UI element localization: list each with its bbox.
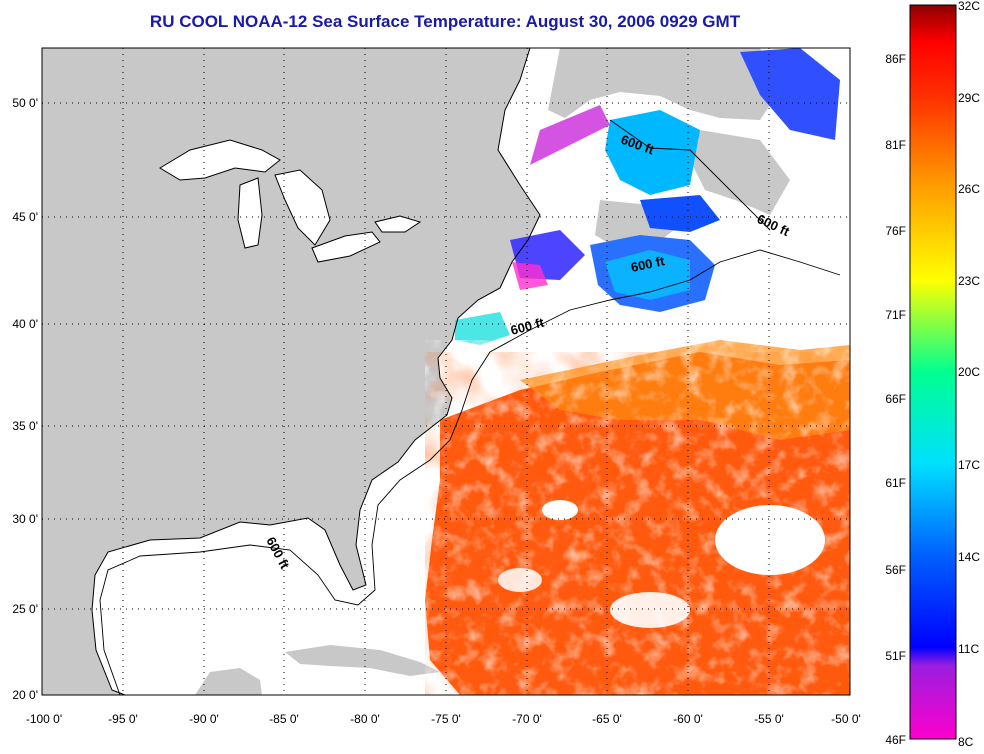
- celsius-label: 32C: [958, 0, 980, 13]
- yucatan-land: [195, 668, 262, 695]
- lon-tick-label: -95 0': [108, 712, 138, 726]
- lat-tick-label: 20 0': [12, 688, 38, 702]
- fahrenheit-label: 81F: [885, 138, 906, 152]
- lon-tick-label: -55 0': [754, 712, 784, 726]
- cool-sst-region-gulf-of-st-lawrence: [605, 110, 700, 195]
- lat-tick-label: 40 0': [12, 317, 38, 331]
- labrador-land: [548, 48, 780, 120]
- celsius-label: 14C: [958, 550, 980, 564]
- lon-tick-label: -50 0': [831, 712, 861, 726]
- celsius-label: 17C: [958, 458, 980, 472]
- fahrenheit-label: 51F: [885, 649, 906, 663]
- cuba-land: [285, 645, 440, 676]
- fahrenheit-label: 61F: [885, 476, 906, 490]
- cloud-patch: [715, 505, 825, 575]
- lat-tick-label: 50 0': [12, 96, 38, 110]
- lon-tick-label: -60 0': [673, 712, 703, 726]
- celsius-label: 20C: [958, 365, 980, 379]
- fahrenheit-label: 76F: [885, 224, 906, 238]
- newfoundland-land: [690, 130, 790, 215]
- isobath-600ft: [99, 249, 841, 695]
- fahrenheit-label: 46F: [885, 733, 906, 747]
- chart-title: RU COOL NOAA-12 Sea Surface Temperature:…: [149, 12, 741, 31]
- depth-label: 600 ft: [630, 253, 667, 275]
- lon-tick-label: -75 0': [431, 712, 461, 726]
- lon-tick-label: -100 0': [26, 712, 62, 726]
- celsius-label: 23C: [958, 274, 980, 288]
- celsius-label: 8C: [958, 735, 974, 749]
- celsius-label: 26C: [958, 182, 980, 196]
- latitude-ticks: 20 0' 25 0' 30 0' 35 0' 40 0' 45 0' 50 0…: [12, 96, 38, 702]
- lat-tick-label: 35 0': [12, 419, 38, 433]
- lon-tick-label: -70 0': [512, 712, 542, 726]
- fahrenheit-label: 86F: [885, 52, 906, 66]
- great-lakes: [159, 139, 422, 263]
- fahrenheit-label: 71F: [885, 308, 906, 322]
- coastline: [91, 48, 541, 695]
- lon-tick-label: -85 0': [269, 712, 299, 726]
- celsius-label: 29C: [958, 91, 980, 105]
- map-frame: [41, 47, 851, 696]
- lon-tick-label: -90 0': [189, 712, 219, 726]
- celsius-label: 11C: [958, 642, 979, 656]
- lat-tick-label: 25 0': [12, 602, 38, 616]
- lon-tick-label: -65 0': [592, 712, 622, 726]
- longitude-ticks: -100 0' -95 0' -90 0' -85 0' -80 0' -75 …: [26, 712, 861, 726]
- lat-tick-label: 45 0': [12, 210, 38, 224]
- fahrenheit-label: 66F: [885, 392, 906, 406]
- lat-tick-label: 30 0': [12, 512, 38, 526]
- colorbar: 86F 81F 76F 71F 66F 61F 56F 51F 46F 32C …: [885, 0, 980, 749]
- north-america-land: [42, 48, 540, 695]
- colorbar-bar: [909, 4, 957, 740]
- fahrenheit-label: 56F: [885, 563, 906, 577]
- lon-tick-label: -80 0': [350, 712, 380, 726]
